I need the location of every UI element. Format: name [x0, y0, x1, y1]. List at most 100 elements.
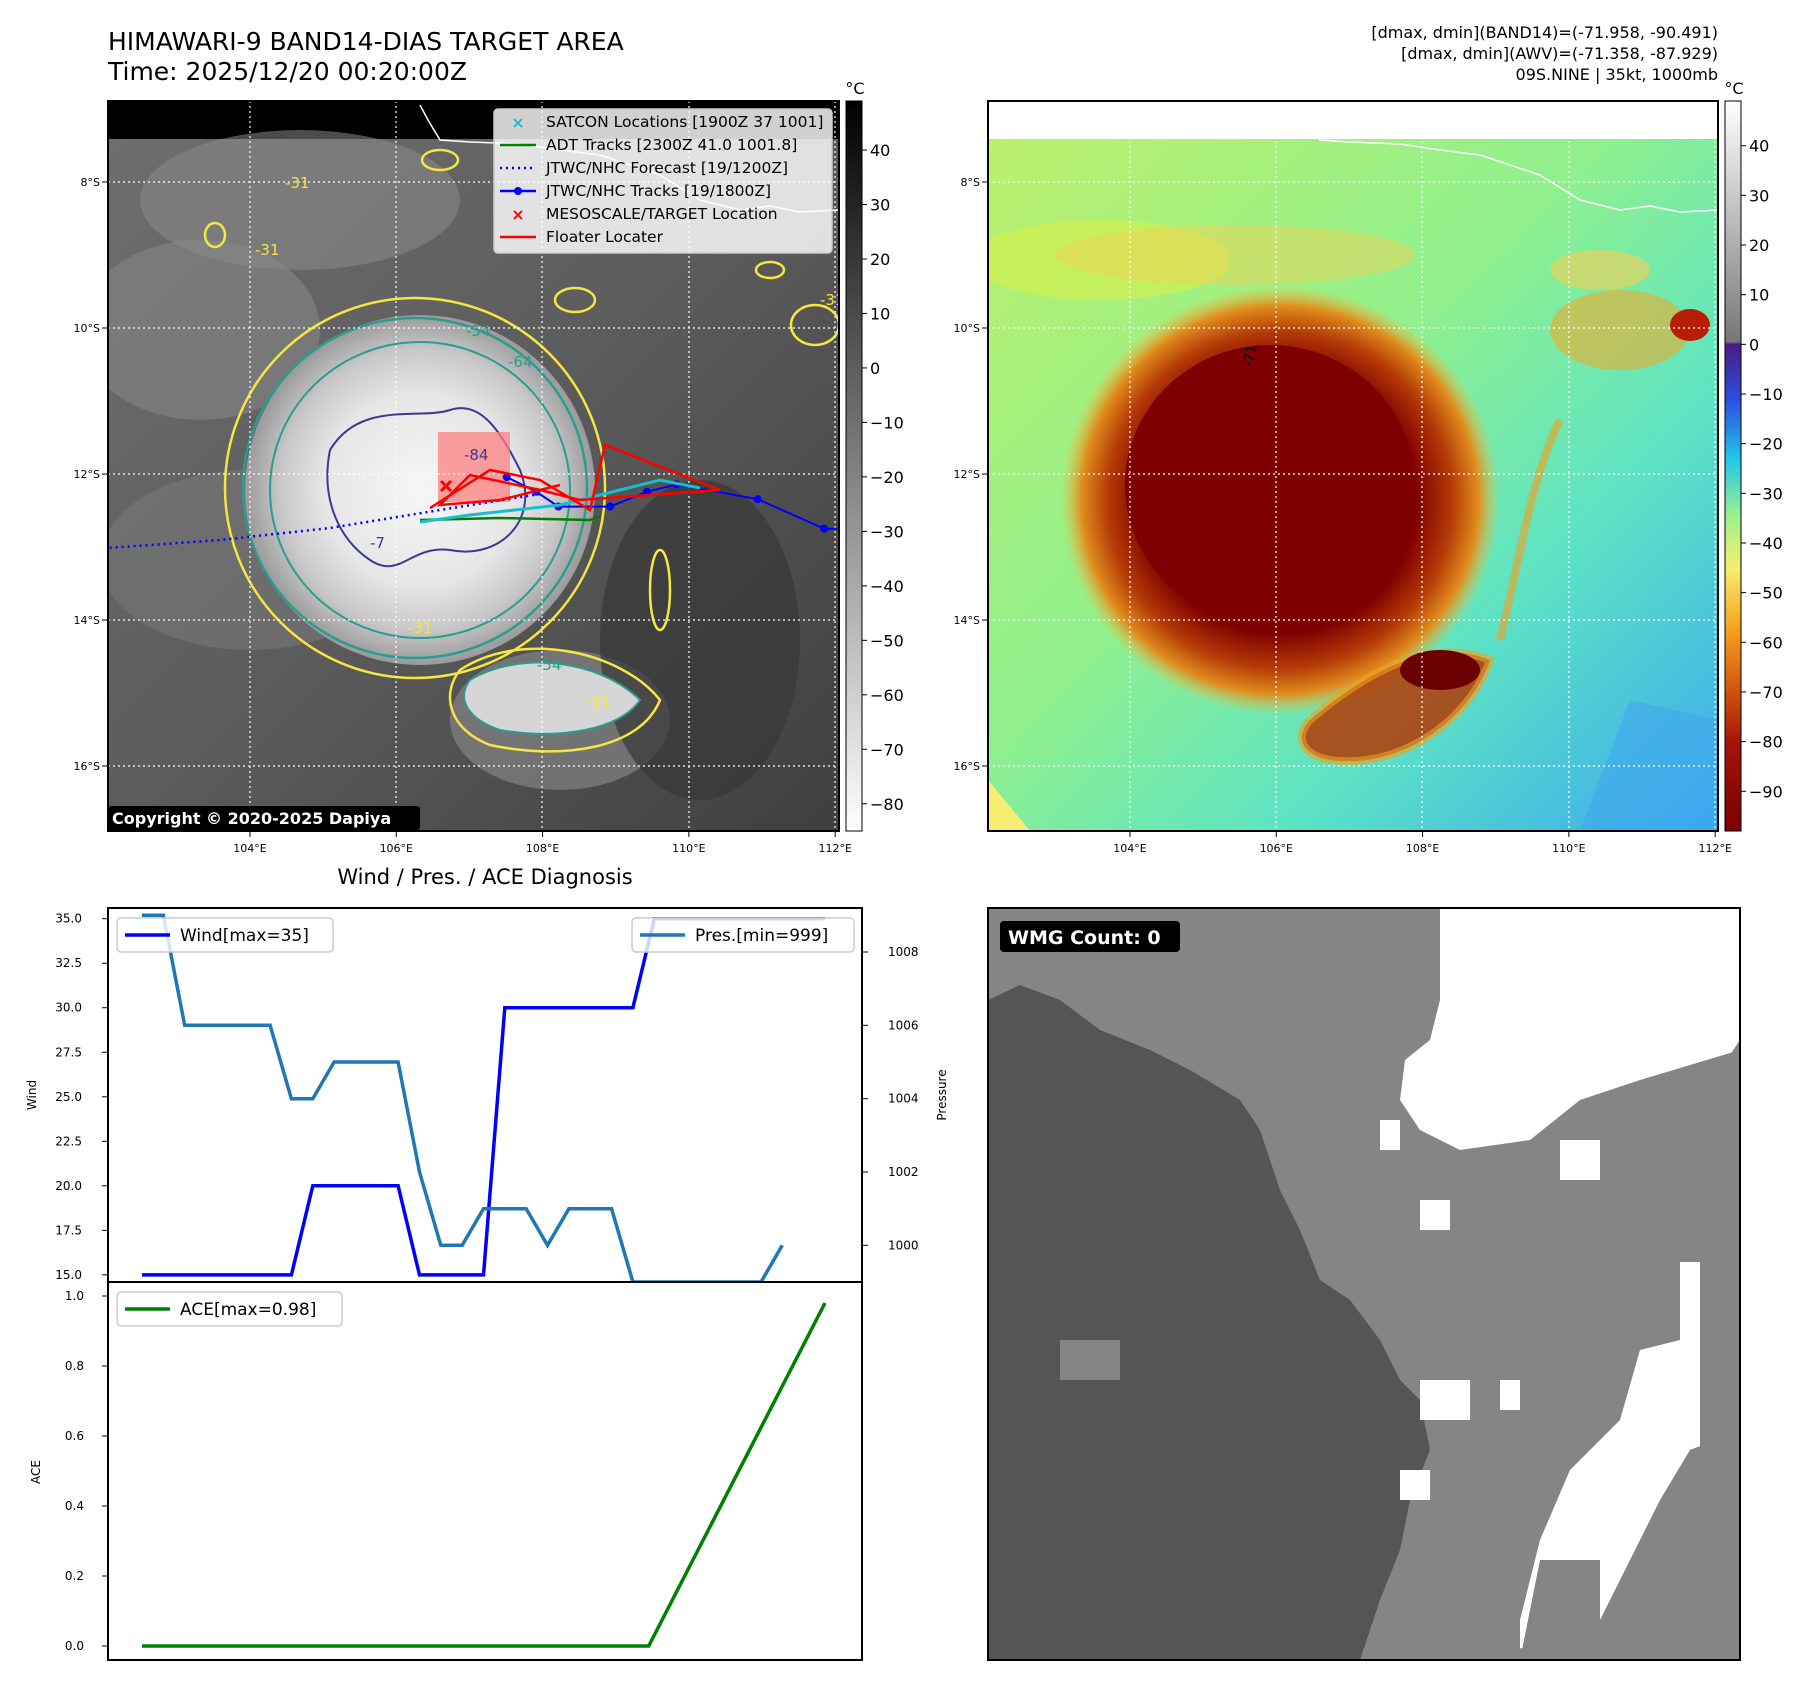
- lon-tick-label: 106°E: [1260, 842, 1293, 855]
- pressure-legend: Pres.[min=999]: [631, 917, 855, 953]
- colorbar-tick-label: −40: [870, 577, 904, 596]
- figure-title: HIMAWARI-9 BAND14-DIAS TARGET AREA: [108, 27, 624, 56]
- wind-tick-label: 35.0: [55, 912, 82, 926]
- wind-legend-label: Wind[max=35]: [180, 926, 309, 946]
- adt-track-line: [419, 514, 601, 522]
- jtwc-track-point: [820, 524, 829, 533]
- lon-tick-label: 110°E: [1552, 842, 1585, 855]
- lat-tick-label: 14°S: [74, 614, 100, 627]
- copyright-text: Copyright © 2020-2025 Dapiya: [112, 809, 391, 828]
- colorbar-tick-label: −40: [1749, 534, 1783, 553]
- colorbar-tick-label: −30: [1749, 484, 1783, 503]
- wind-axis-label: Wind: [25, 1080, 39, 1110]
- wind-tick-label: 20.0: [55, 1179, 82, 1193]
- wind-tick-label: 27.5: [55, 1045, 82, 1059]
- wmg-count-label: WMG Count: 0: [1008, 927, 1161, 949]
- awv-colorbar-unit: °C: [1724, 79, 1743, 98]
- colorbar-tick-label: 40: [870, 141, 890, 160]
- ir-panel: -31 -31 -54 -64 -84 -7 -31 -54 -31 -31 Copyright …: [74, 79, 904, 855]
- colorbar-tick-label: 40: [1749, 137, 1769, 156]
- lon-tick-label: 106°E: [380, 842, 413, 855]
- pressure-y-ticks: 1008 1006 1004 1002 1000: [862, 945, 919, 1252]
- pressure-axis-label: Pressure: [935, 1069, 949, 1120]
- wind-tick-label: 15.0: [55, 1268, 82, 1282]
- jtwc-track-point: [643, 487, 652, 496]
- colorbar-tick-label: 30: [870, 196, 890, 215]
- colorbar-tick-label: −70: [1749, 683, 1783, 702]
- legend-label: JTWC/NHC Forecast [19/1200Z]: [545, 159, 788, 177]
- pressure-legend-label: Pres.[min=999]: [695, 926, 828, 946]
- colorbar-tick-label: −50: [1749, 584, 1783, 603]
- ace-tick-label: 0.4: [65, 1499, 84, 1513]
- legend-label: ADT Tracks [2300Z 41.0 1001.8]: [546, 136, 797, 154]
- lon-tick-label: 104°E: [1113, 842, 1146, 855]
- colorbar-tick-label: −20: [1749, 435, 1783, 454]
- contour-label: -31: [586, 693, 611, 711]
- floater-box: [438, 432, 510, 502]
- lat-tick-label: 8°S: [961, 176, 980, 189]
- wind-tick-label: 22.5: [55, 1134, 82, 1148]
- contour-label: -31: [285, 174, 310, 192]
- contour-label: -31: [255, 241, 280, 259]
- legend-label: MESOSCALE/TARGET Location: [546, 205, 778, 223]
- contour-label: -31: [820, 291, 845, 309]
- wmg-count-badge: [1000, 921, 1180, 952]
- info-storm: 09S.NINE | 35kt, 1000mb: [1516, 65, 1718, 84]
- ir-legend: × SATCON Locations [1900Z 37 1001] ADT Tra…: [493, 108, 833, 254]
- colorbar-tick-label: −10: [870, 413, 904, 432]
- floater-locator-line: [429, 443, 721, 512]
- colorbar-tick-label: −70: [870, 740, 904, 759]
- awv-contour-label: -71: [1241, 344, 1259, 368]
- colorbar-tick-label: 10: [1749, 286, 1769, 305]
- ir-colorbar-unit: °C: [845, 79, 864, 98]
- target-location-marker: [439, 479, 453, 493]
- awv-colorbar: °C 40 30 20 10 0 −10 −20 −30 −40 −50 −60 −70 −80 −90: [1724, 79, 1783, 832]
- lat-tick-label: 16°S: [954, 760, 980, 773]
- ir-lon-ticks: 104°E 106°E 108°E 110°E 112°E: [233, 831, 852, 855]
- jtwc-track-point: [753, 495, 762, 504]
- colorbar-tick-label: −90: [1749, 782, 1783, 801]
- lat-tick-label: 12°S: [954, 468, 980, 481]
- contour-label: -64: [508, 353, 533, 371]
- ace-series-line: [142, 1302, 827, 1648]
- wmg-panel: WMG Count: 0: [987, 907, 1741, 1661]
- lat-tick-label: 14°S: [954, 614, 980, 627]
- contour-label: -7: [370, 534, 385, 552]
- lon-tick-label: 108°E: [526, 842, 559, 855]
- ir-lat-ticks: 8°S 10°S 12°S 14°S 16°S: [74, 176, 108, 773]
- colorbar-tick-label: −80: [870, 795, 904, 814]
- wind-tick-label: 17.5: [55, 1223, 82, 1237]
- legend-marker: ×: [511, 205, 524, 224]
- lon-tick-label: 112°E: [818, 842, 851, 855]
- colorbar-tick-label: 20: [1749, 236, 1769, 255]
- legend-label: SATCON Locations [1900Z 37 1001]: [546, 113, 823, 131]
- lat-tick-label: 8°S: [81, 176, 100, 189]
- pressure-tick-label: 1006: [888, 1018, 919, 1032]
- ace-tick-label: 1.0: [65, 1289, 84, 1303]
- colorbar-tick-label: −80: [1749, 733, 1783, 752]
- ace-tick-label: 0.0: [65, 1639, 84, 1653]
- lat-tick-label: 12°S: [74, 468, 100, 481]
- lon-tick-label: 110°E: [672, 842, 705, 855]
- lon-tick-label: 112°E: [1698, 842, 1731, 855]
- colorbar-tick-label: 20: [870, 250, 890, 269]
- pressure-tick-label: 1002: [888, 1165, 919, 1179]
- wind-legend: Wind[max=35]: [116, 917, 334, 953]
- info-band14: [dmax, dmin](BAND14)=(-71.958, -90.491): [1371, 23, 1718, 42]
- wind-tick-label: 30.0: [55, 1001, 82, 1015]
- wind-pressure-panel: Wind / Pres. / ACE Diagnosis 35.0 32.5 30.…: [25, 865, 949, 1284]
- ace-y-ticks: 1.0 0.8 0.6 0.4 0.2 0.0: [65, 1289, 108, 1653]
- colorbar-tick-label: 0: [870, 359, 880, 378]
- ace-legend: ACE[max=0.98]: [116, 1291, 343, 1327]
- contour-label: -84: [464, 446, 489, 464]
- awv-image: -71: [988, 101, 1718, 831]
- ir-colorbar: °C 40 30 20 10 0 −10 −20 −30 −40 −50 −60 −70 −80: [845, 79, 904, 832]
- colorbar-tick-label: −50: [870, 631, 904, 650]
- ace-tick-label: 0.8: [65, 1359, 84, 1373]
- pressure-tick-label: 1000: [888, 1238, 919, 1252]
- awv-lon-ticks: 104°E 106°E 108°E 110°E 112°E: [1113, 831, 1732, 855]
- pressure-tick-label: 1008: [888, 945, 919, 959]
- ace-legend-label: ACE[max=0.98]: [180, 1300, 316, 1320]
- lon-tick-label: 108°E: [1406, 842, 1439, 855]
